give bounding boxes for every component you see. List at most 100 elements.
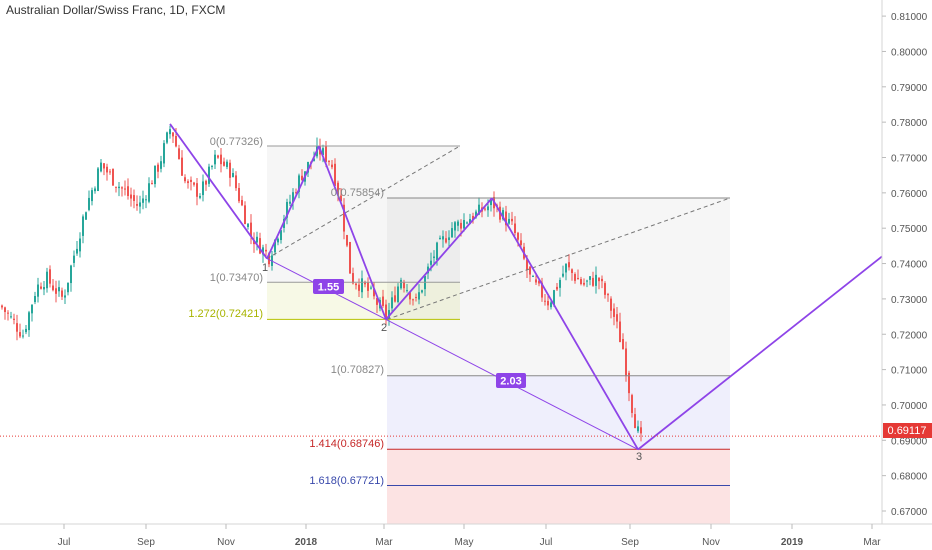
candle-body <box>142 198 144 203</box>
candle-body <box>502 210 504 220</box>
candle-body <box>94 188 96 192</box>
candle-body <box>151 183 153 185</box>
candle-body <box>244 205 246 225</box>
candle-body <box>565 263 567 273</box>
candle-body <box>220 154 222 165</box>
candle-body <box>484 208 486 210</box>
candle-body <box>301 175 303 181</box>
candle-body <box>415 297 417 299</box>
candle-body <box>544 300 546 302</box>
pattern-point-label-2: 2 <box>381 322 387 334</box>
candle-body <box>130 194 132 199</box>
candle-body <box>70 265 72 284</box>
candle-body <box>514 223 516 234</box>
candle-body <box>82 216 84 236</box>
y-tick-label: 0.68000 <box>891 472 928 483</box>
candle-body <box>625 348 627 377</box>
candle-body <box>181 157 183 176</box>
candle-body <box>10 316 12 318</box>
candle-body <box>382 296 384 306</box>
candle-body <box>568 262 570 268</box>
x-tick-label: 2018 <box>295 537 318 548</box>
pattern-point-label-3: 3 <box>636 451 642 463</box>
candle-body <box>487 206 489 211</box>
candle-body <box>103 163 105 169</box>
candle-body <box>46 271 48 289</box>
time-axis[interactable]: Jul Sep Nov 2018 Mar May Jul Sep Nov 2019 Mar <box>58 524 882 548</box>
candle-body <box>37 284 39 297</box>
fib-label-1-b: 1(0.70827) <box>331 364 384 376</box>
candle-body <box>163 143 165 164</box>
candle-body <box>529 266 531 275</box>
candle-body <box>355 283 357 286</box>
candle-body <box>373 289 375 297</box>
ratio-badge-1: 1.55 <box>318 282 339 294</box>
x-tick-label: Nov <box>702 537 720 548</box>
candle-body <box>433 256 435 259</box>
candle-body <box>586 280 588 282</box>
last-price-badge <box>883 423 932 438</box>
candle-body <box>391 297 393 309</box>
candle-body <box>40 286 42 289</box>
y-tick-label: 0.81000 <box>891 12 928 23</box>
candle-body <box>250 222 252 237</box>
candle-body <box>286 201 288 218</box>
y-tick-label: 0.77000 <box>891 154 928 165</box>
candle-body <box>427 266 429 274</box>
fib-label-1414: 1.414(0.68746) <box>309 438 384 450</box>
candle-body <box>610 298 612 311</box>
candle-body <box>358 284 360 291</box>
candle-body <box>631 395 633 413</box>
candle-body <box>199 195 201 198</box>
candle-body <box>184 177 186 182</box>
pattern-leg-6 <box>637 255 883 451</box>
y-tick-label: 0.67000 <box>891 507 928 518</box>
candle-body <box>370 287 372 289</box>
fib-label-0-a: 0(0.77326) <box>210 136 263 148</box>
candle-body <box>352 273 354 284</box>
candle-body <box>640 427 642 434</box>
candle-body <box>556 286 558 290</box>
candle-body <box>397 286 399 303</box>
candle-body <box>43 287 45 290</box>
candle-body <box>430 260 432 265</box>
candle-body <box>607 294 609 296</box>
candle-body <box>169 129 171 135</box>
candle-body <box>409 292 411 300</box>
candle-body <box>100 162 102 172</box>
candle-body <box>571 269 573 273</box>
candle-body <box>55 288 57 294</box>
fib-zone-3 <box>387 375 730 450</box>
x-tick-label: Jul <box>58 537 71 548</box>
candle-body <box>175 136 177 147</box>
candle-body <box>436 242 438 261</box>
candle-body <box>193 182 195 185</box>
x-tick-label: Sep <box>621 537 639 548</box>
candle-body <box>376 298 378 305</box>
fib-zone-4 <box>387 449 730 524</box>
candle-body <box>403 282 405 289</box>
candle-body <box>505 211 507 226</box>
candle-body <box>478 204 480 215</box>
candle-body <box>127 186 129 196</box>
candle-body <box>22 335 24 337</box>
candle-body <box>460 222 462 229</box>
fib-label-1-a: 1(0.73470) <box>210 272 263 284</box>
candle-body <box>115 186 117 188</box>
ratio-badge-2-bg[interactable] <box>496 373 526 388</box>
y-tick-label: 0.75000 <box>891 224 928 235</box>
y-tick-label: 0.74000 <box>891 260 928 271</box>
ratio-badge-2: 2.03 <box>500 376 521 388</box>
candle-body <box>133 195 135 201</box>
ratio-badge-1-bg[interactable] <box>313 279 344 294</box>
x-tick-label: Mar <box>863 537 881 548</box>
price-axis[interactable]: 0.67000 0.68000 0.69000 0.70000 0.71000 0.720… <box>882 12 928 518</box>
candle-body <box>64 295 66 298</box>
candle-body <box>16 323 18 332</box>
candle-body <box>517 232 519 240</box>
candle-body <box>340 195 342 202</box>
candle-body <box>637 426 639 432</box>
candle-body <box>241 200 243 206</box>
candle-body <box>208 166 210 184</box>
